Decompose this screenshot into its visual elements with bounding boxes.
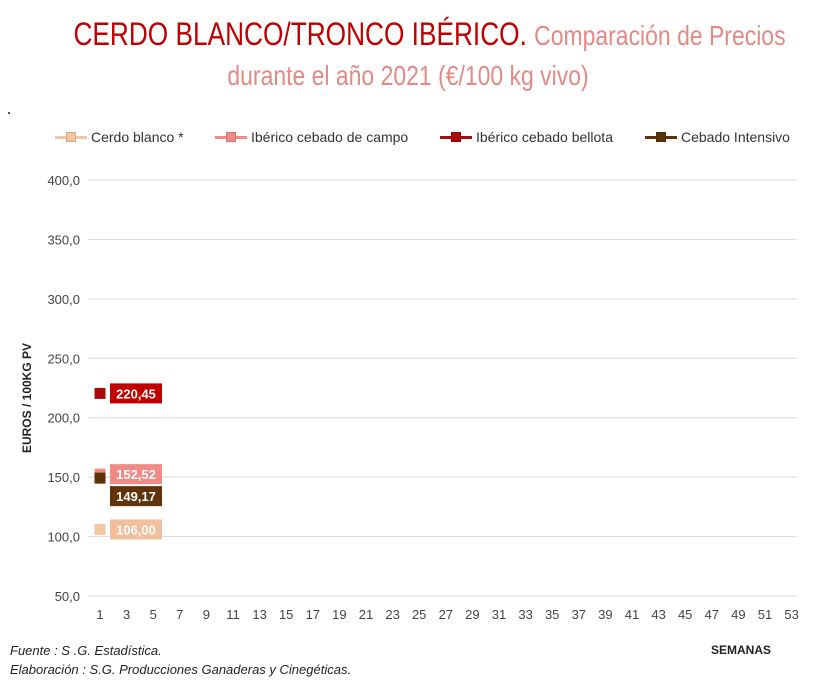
x-tick-label: 43 (651, 607, 665, 622)
data-label: 149,17 (116, 489, 156, 504)
legend-swatch (55, 130, 87, 144)
footer-elaboration: Elaboración : S.G. Producciones Ganadera… (10, 662, 352, 677)
x-tick-label: 35 (545, 607, 559, 622)
data-point (94, 523, 106, 535)
data-point (94, 387, 106, 399)
data-label-box (110, 464, 162, 485)
title-sub-part1: Comparación de Precios (534, 20, 786, 51)
legend-label: Ibérico cebado bellota (476, 129, 613, 145)
x-tick-label: 41 (625, 607, 639, 622)
chart-footer: Fuente : S .G. Estadística. Elaboración … (10, 641, 351, 679)
x-tick-label: 5 (150, 607, 157, 622)
stray-dot (8, 112, 10, 114)
x-tick-label: 29 (465, 607, 479, 622)
x-tick-label: 15 (279, 607, 293, 622)
x-tick-label: 39 (598, 607, 612, 622)
x-tick-label: 3 (123, 607, 130, 622)
x-tick-label: 7 (176, 607, 183, 622)
x-tick-label: 27 (439, 607, 453, 622)
chart-title: CERDO BLANCO/TRONCO IBÉRICO. Comparación… (73, 14, 785, 56)
data-label: 152,52 (116, 467, 156, 482)
y-tick-label: 400,0 (47, 173, 80, 188)
y-tick-label: 250,0 (47, 351, 80, 366)
legend-label: Cerdo blanco * (91, 129, 184, 145)
legend-item: Ibérico cebado bellota (440, 129, 613, 145)
x-tick-label: 11 (226, 607, 240, 622)
legend-label: Cebado Intensivo (681, 129, 790, 145)
chart-subtitle: durante el año 2021 (€/100 kg vivo) (73, 56, 742, 96)
x-tick-label: 53 (784, 607, 798, 622)
legend-item: Ibérico cebado de campo (215, 129, 408, 145)
x-tick-label: 13 (252, 607, 266, 622)
x-tick-label: 17 (306, 607, 320, 622)
data-label: 106,00 (116, 522, 156, 537)
x-tick-label: 47 (705, 607, 719, 622)
legend-label: Ibérico cebado de campo (251, 129, 409, 145)
y-axis-title: EUROS / 100KG PV (20, 342, 34, 454)
footer-source: Fuente : S .G. Estadística. (10, 643, 162, 658)
legend-swatch (645, 130, 677, 144)
y-tick-label: 150,0 (47, 470, 80, 485)
y-tick-label: 350,0 (47, 232, 80, 247)
title-sub-part2: durante el año 2021 (€/100 kg vivo) (227, 60, 589, 91)
x-tick-label: 49 (731, 607, 745, 622)
x-tick-label: 51 (758, 607, 772, 622)
x-tick-label: 23 (385, 607, 399, 622)
x-tick-label: 33 (518, 607, 532, 622)
data-point (94, 472, 106, 484)
title-main: CERDO BLANCO/TRONCO IBÉRICO. (73, 16, 527, 52)
data-label: 220,45 (116, 386, 156, 401)
x-tick-label: 37 (572, 607, 586, 622)
y-tick-label: 50,0 (55, 589, 80, 604)
x-tick-label: 31 (492, 607, 506, 622)
x-tick-label: 19 (332, 607, 346, 622)
x-tick-label: 45 (678, 607, 692, 622)
x-axis-title: SEMANAS (711, 643, 772, 657)
y-tick-label: 300,0 (47, 292, 80, 307)
y-tick-label: 100,0 (47, 530, 80, 545)
legend-item: Cebado Intensivo (645, 129, 790, 145)
legend-item: Cerdo blanco * (55, 129, 184, 145)
chart-legend: Cerdo blanco * Ibérico cebado de campo Ibé… (55, 129, 806, 149)
x-tick-label: 25 (412, 607, 426, 622)
y-tick-label: 200,0 (47, 411, 80, 426)
x-tick-label: 9 (203, 607, 210, 622)
x-tick-label: 21 (359, 607, 373, 622)
x-tick-label: 1 (96, 607, 103, 622)
legend-swatch (440, 130, 472, 144)
data-label-box (110, 486, 162, 507)
legend-swatch (215, 130, 247, 144)
data-label-box (110, 519, 162, 540)
data-label-box (110, 383, 162, 404)
